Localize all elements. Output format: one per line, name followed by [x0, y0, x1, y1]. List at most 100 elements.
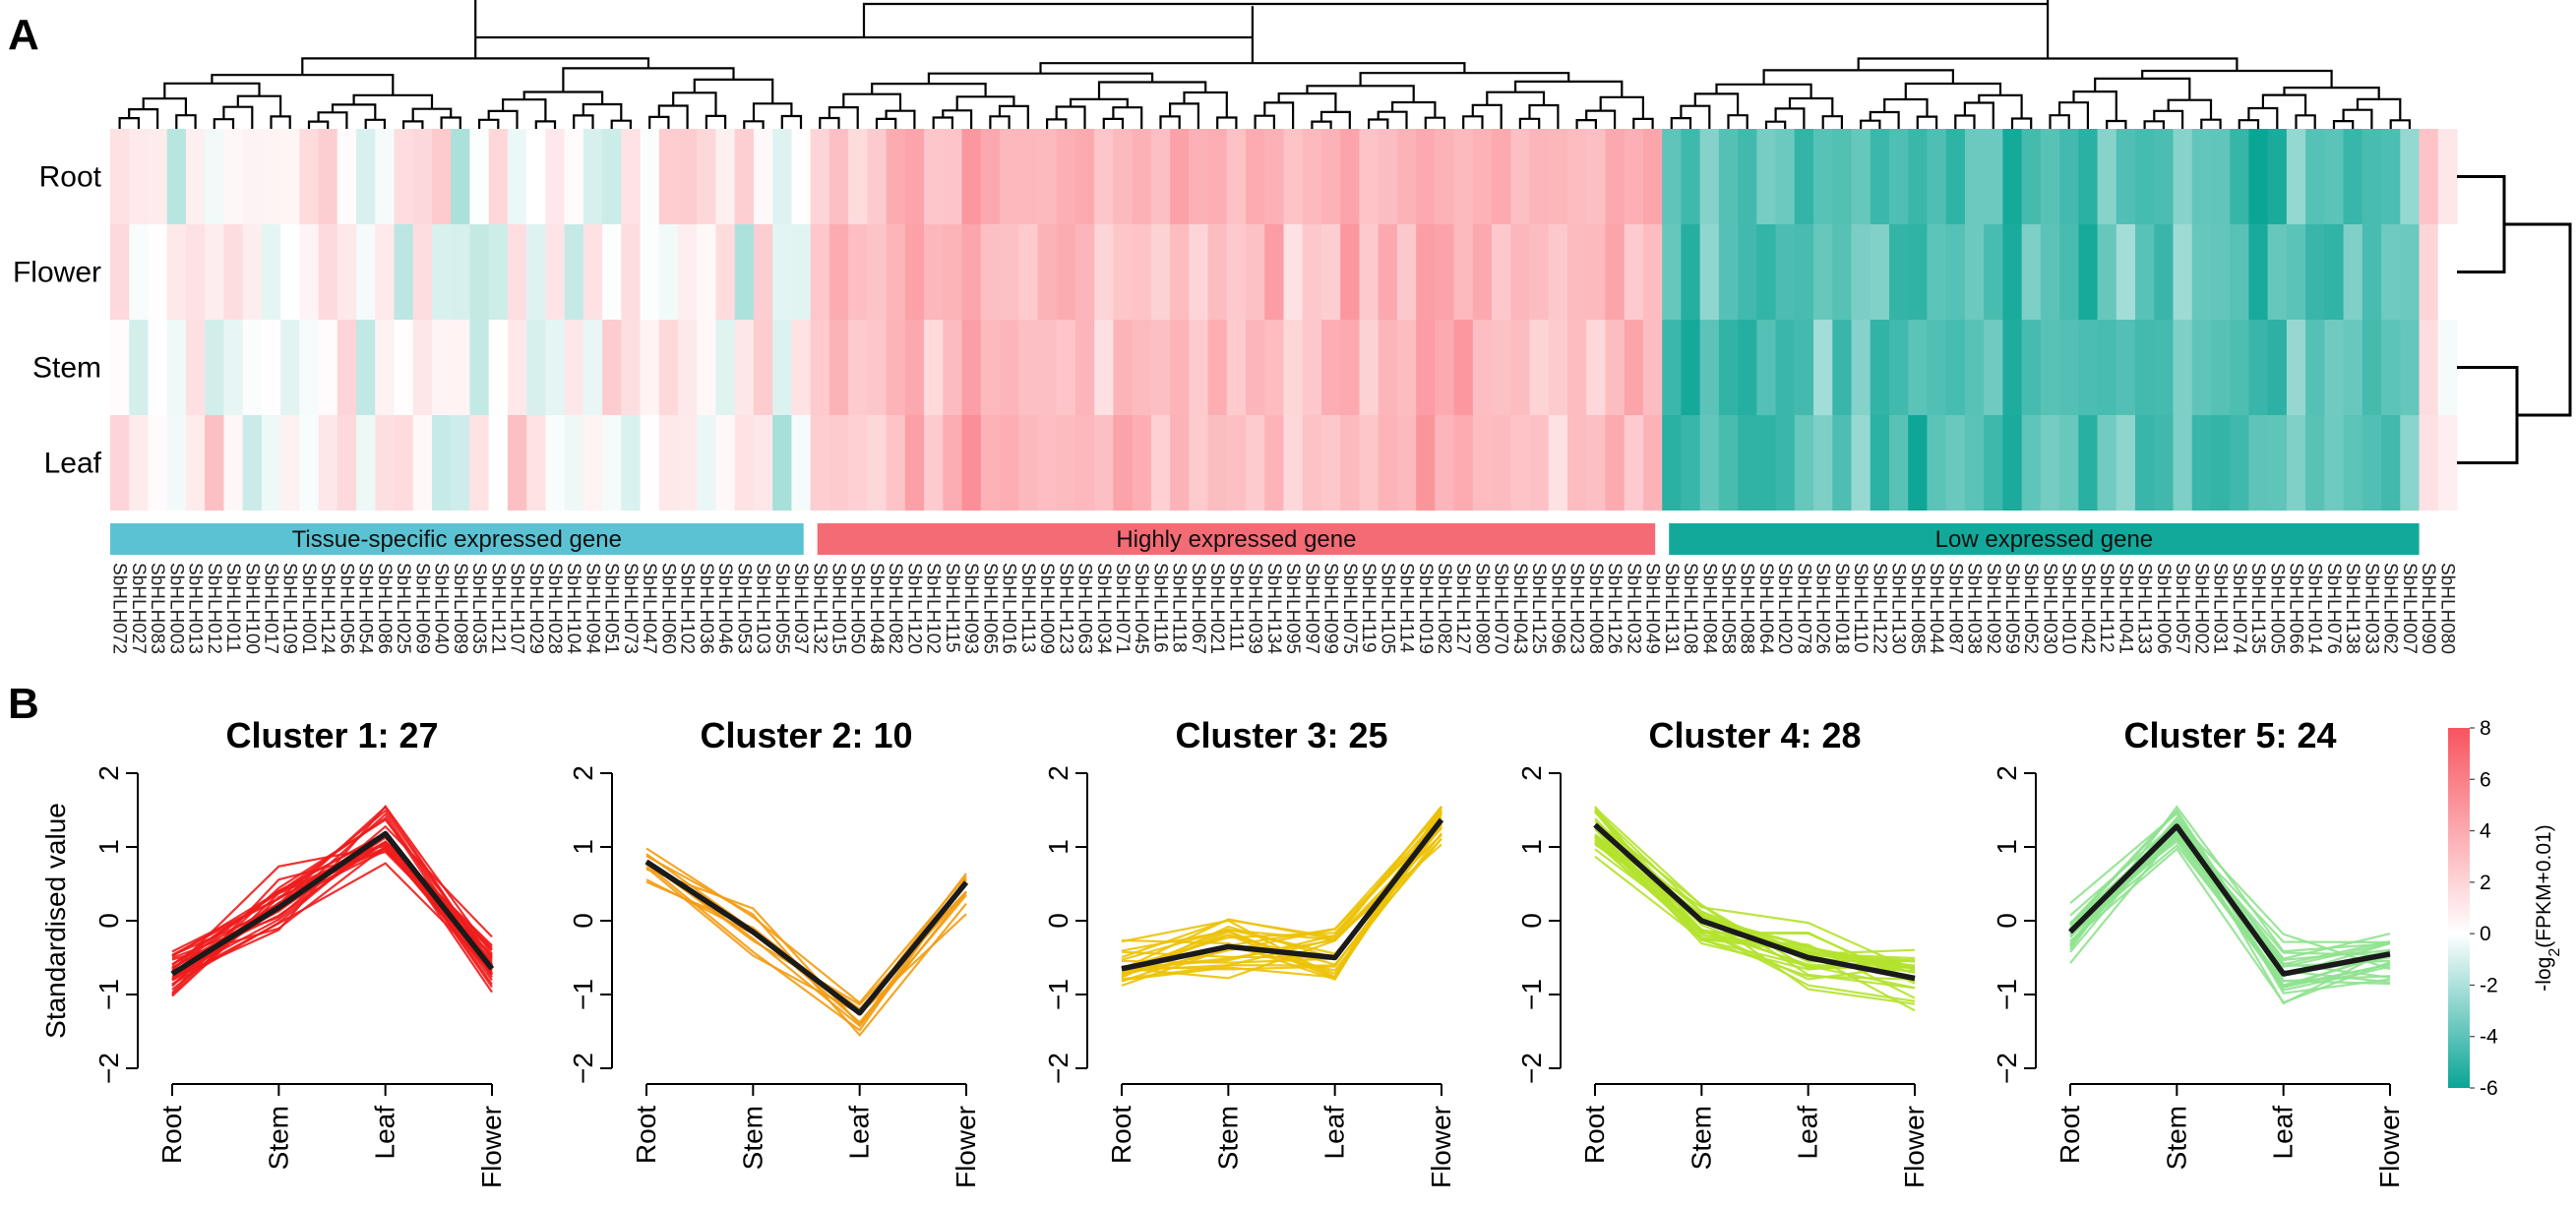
- legend-color-bar: [2448, 728, 2470, 1088]
- heatmap-cell: [1018, 415, 1039, 511]
- row-dendrogram-branch: [2504, 222, 2572, 417]
- gene-label: SbHLH021: [1206, 563, 1227, 654]
- heatmap-cell: [1851, 320, 1871, 415]
- heatmap-cell: [1964, 129, 1985, 224]
- heatmap: [110, 129, 2458, 511]
- heatmap-cell: [564, 129, 584, 224]
- heatmap-cell: [772, 320, 793, 415]
- heatmap-cell: [2002, 415, 2023, 511]
- gene-label: SbHLH052: [2020, 563, 2041, 654]
- heatmap-cell: [1738, 320, 1757, 415]
- gene-label: SbHLH112: [2096, 563, 2116, 653]
- gene-profile-line: [645, 864, 967, 1032]
- heatmap-cell: [2230, 224, 2250, 320]
- heatmap-cell: [205, 224, 224, 320]
- heatmap-cell: [943, 224, 963, 320]
- heatmap-cell: [1851, 129, 1871, 224]
- column-dendrogram: [118, 0, 2411, 129]
- gene-label: SbHLH038: [1964, 563, 1985, 654]
- heatmap-cell: [2267, 415, 2288, 511]
- heatmap-cell: [1264, 129, 1285, 224]
- heatmap-cell: [1888, 415, 1909, 511]
- heatmap-cell: [2267, 129, 2288, 224]
- x-tick-label: Root: [1579, 1106, 1610, 1164]
- gene-label: SbHLH133: [2134, 563, 2155, 654]
- heatmap-cell: [1870, 224, 1890, 320]
- heatmap-cell: [564, 320, 584, 415]
- heatmap-cell: [1813, 224, 1833, 320]
- heatmap-cell: [1150, 320, 1171, 415]
- heatmap-cell: [242, 415, 263, 511]
- gene-group-label: Low expressed gene: [1935, 526, 2153, 553]
- heatmap-cell: [1492, 224, 1511, 320]
- gene-label: SbHLH029: [525, 563, 546, 654]
- heatmap-cell: [1359, 224, 1380, 320]
- gene-label: SbHLH010: [2058, 563, 2079, 654]
- heatmap-cell: [469, 320, 490, 415]
- gene-label: SbHLH097: [1301, 563, 1321, 654]
- heatmap-cell: [2419, 415, 2439, 511]
- heatmap-cell: [431, 320, 452, 415]
- heatmap-cell: [223, 129, 244, 224]
- gene-label: SbHLH099: [1320, 563, 1341, 654]
- heatmap-cell: [526, 320, 546, 415]
- gene-profile-line: [171, 817, 493, 988]
- heatmap-cell: [1283, 415, 1304, 511]
- heatmap-cell: [697, 320, 717, 415]
- heatmap-cell: [1378, 415, 1398, 511]
- heatmap-cell: [1472, 129, 1493, 224]
- x-tick-label: Stem: [2161, 1106, 2191, 1170]
- heatmap-cell: [2343, 129, 2363, 224]
- heatmap-cell: [1453, 415, 1474, 511]
- heatmap-cell: [2324, 224, 2345, 320]
- heatmap-cell: [1396, 129, 1417, 224]
- gene-label: SbHLH053: [733, 563, 754, 654]
- heatmap-cell: [1189, 129, 1209, 224]
- cluster-title: Cluster 1: 27: [225, 715, 438, 755]
- cluster-mean-line: [644, 859, 969, 1016]
- heatmap-cell: [999, 129, 1019, 224]
- heatmap-cell: [1246, 129, 1265, 224]
- gene-label: SbHLH048: [866, 563, 887, 654]
- y-tick-label: −2: [1992, 1053, 2022, 1084]
- heatmap-cell: [431, 224, 452, 320]
- gene-label: SbHLH132: [809, 563, 829, 654]
- gene-label: SbHLH027: [128, 563, 149, 654]
- heatmap-cell: [507, 320, 527, 415]
- gene-label: SbHLH102: [923, 563, 944, 654]
- gene-label: SbHLH020: [1774, 563, 1795, 654]
- heatmap-cell: [2097, 129, 2117, 224]
- heatmap-cell: [2135, 224, 2155, 320]
- heatmap-cell: [394, 320, 414, 415]
- heatmap-cell: [2400, 320, 2421, 415]
- heatmap-cell: [2116, 129, 2136, 224]
- heatmap-cell: [1548, 415, 1568, 511]
- heatmap-cell: [961, 415, 982, 511]
- heatmap-cell: [1302, 129, 1322, 224]
- heatmap-cell: [1813, 129, 1833, 224]
- legend-tick-label: -6: [2480, 1077, 2498, 1100]
- gene-label: SbHLH111: [1225, 563, 1246, 651]
- gene-profile-line: [1121, 820, 1442, 969]
- heatmap-cell: [337, 415, 357, 511]
- heatmap-cell: [1170, 320, 1190, 415]
- heatmap-cell: [1738, 415, 1757, 511]
- gene-label: SbHLH009: [1036, 563, 1057, 654]
- heatmap-cell: [621, 415, 642, 511]
- gene-label: SbHLH049: [1642, 563, 1663, 654]
- heatmap-cell: [1037, 129, 1058, 224]
- legend-title-prefix: -log: [2533, 957, 2555, 992]
- gene-label: SbHLH072: [109, 563, 130, 654]
- heatmap-cell: [1870, 129, 1890, 224]
- heatmap-cell: [980, 320, 1001, 415]
- heatmap-cell: [469, 224, 490, 320]
- heatmap-cell: [2305, 415, 2325, 511]
- heatmap-cell: [412, 415, 433, 511]
- heatmap-cell: [1738, 129, 1757, 224]
- heatmap-cell: [261, 415, 281, 511]
- heatmap-cell: [1435, 129, 1455, 224]
- heatmap-cell: [828, 129, 849, 224]
- heatmap-cell: [2361, 320, 2382, 415]
- heatmap-cell: [943, 415, 963, 511]
